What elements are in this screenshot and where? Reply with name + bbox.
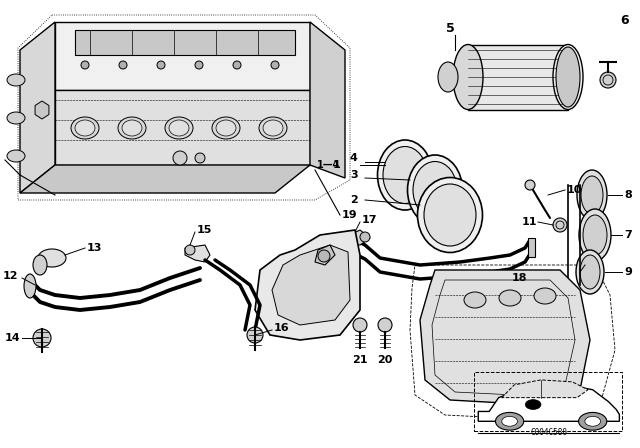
Ellipse shape <box>464 292 486 308</box>
Ellipse shape <box>408 155 463 225</box>
Text: 6: 6 <box>620 13 628 26</box>
Ellipse shape <box>216 120 236 136</box>
Text: 1: 1 <box>332 160 340 170</box>
Ellipse shape <box>383 146 427 203</box>
Ellipse shape <box>453 44 483 109</box>
Circle shape <box>378 318 392 332</box>
Ellipse shape <box>581 176 603 214</box>
Ellipse shape <box>38 249 66 267</box>
Ellipse shape <box>438 62 458 92</box>
Ellipse shape <box>7 112 25 124</box>
Ellipse shape <box>263 120 283 136</box>
Circle shape <box>360 232 370 242</box>
Polygon shape <box>255 230 360 340</box>
Text: 2: 2 <box>350 195 358 205</box>
Ellipse shape <box>71 117 99 139</box>
Polygon shape <box>20 22 55 193</box>
Ellipse shape <box>579 209 611 261</box>
Circle shape <box>233 61 241 69</box>
Circle shape <box>157 61 165 69</box>
Ellipse shape <box>24 274 36 298</box>
Polygon shape <box>478 385 620 421</box>
Text: 8: 8 <box>624 190 632 200</box>
Circle shape <box>195 61 203 69</box>
Circle shape <box>119 61 127 69</box>
Text: 21: 21 <box>352 355 368 365</box>
Circle shape <box>525 180 535 190</box>
Circle shape <box>33 329 51 347</box>
Text: 16: 16 <box>274 323 290 333</box>
Text: 18: 18 <box>512 273 527 283</box>
Ellipse shape <box>577 170 607 220</box>
Ellipse shape <box>212 117 240 139</box>
Ellipse shape <box>413 161 457 219</box>
Circle shape <box>553 218 567 232</box>
Polygon shape <box>502 380 588 398</box>
Polygon shape <box>20 165 310 193</box>
Ellipse shape <box>378 140 433 210</box>
Ellipse shape <box>583 215 607 255</box>
Polygon shape <box>315 245 335 265</box>
Polygon shape <box>185 245 210 262</box>
Circle shape <box>173 151 187 165</box>
Ellipse shape <box>169 120 189 136</box>
Circle shape <box>579 413 607 430</box>
Text: 7: 7 <box>624 230 632 240</box>
Ellipse shape <box>424 184 476 246</box>
Ellipse shape <box>118 117 146 139</box>
Polygon shape <box>272 245 350 325</box>
Ellipse shape <box>556 47 580 107</box>
Text: 13: 13 <box>87 243 102 253</box>
Text: 11: 11 <box>522 217 538 227</box>
Text: C004C580: C004C580 <box>531 428 567 437</box>
Circle shape <box>585 416 600 426</box>
Text: 15: 15 <box>197 225 212 235</box>
Ellipse shape <box>534 288 556 304</box>
Ellipse shape <box>553 44 583 109</box>
Ellipse shape <box>580 255 600 289</box>
Polygon shape <box>528 238 535 257</box>
Polygon shape <box>468 45 568 110</box>
Polygon shape <box>75 30 295 55</box>
Ellipse shape <box>7 74 25 86</box>
Polygon shape <box>35 101 49 119</box>
Polygon shape <box>350 230 370 245</box>
Text: 19: 19 <box>342 210 358 220</box>
Ellipse shape <box>33 255 47 275</box>
Text: 3: 3 <box>350 170 358 180</box>
Ellipse shape <box>165 117 193 139</box>
Circle shape <box>195 153 205 163</box>
Polygon shape <box>310 22 345 178</box>
Text: 17: 17 <box>362 215 378 225</box>
Circle shape <box>600 72 616 88</box>
Text: 10: 10 <box>567 185 582 195</box>
Text: 4: 4 <box>350 153 358 163</box>
Text: 5: 5 <box>445 22 454 34</box>
Ellipse shape <box>576 250 604 294</box>
Ellipse shape <box>499 290 521 306</box>
Circle shape <box>495 413 524 430</box>
Polygon shape <box>55 22 310 90</box>
Circle shape <box>525 400 541 409</box>
Text: 14: 14 <box>4 333 20 343</box>
Circle shape <box>502 416 518 426</box>
Polygon shape <box>420 270 590 405</box>
Circle shape <box>353 318 367 332</box>
Circle shape <box>247 327 263 343</box>
Circle shape <box>271 61 279 69</box>
Circle shape <box>81 61 89 69</box>
Text: 9: 9 <box>624 267 632 277</box>
Polygon shape <box>55 90 310 165</box>
Ellipse shape <box>417 177 483 253</box>
Ellipse shape <box>259 117 287 139</box>
Ellipse shape <box>7 150 25 162</box>
Circle shape <box>185 245 195 255</box>
Text: 20: 20 <box>378 355 393 365</box>
Text: 12: 12 <box>3 271 18 281</box>
Text: 1—4: 1—4 <box>317 160 340 170</box>
Circle shape <box>318 250 330 262</box>
Ellipse shape <box>122 120 142 136</box>
Ellipse shape <box>75 120 95 136</box>
